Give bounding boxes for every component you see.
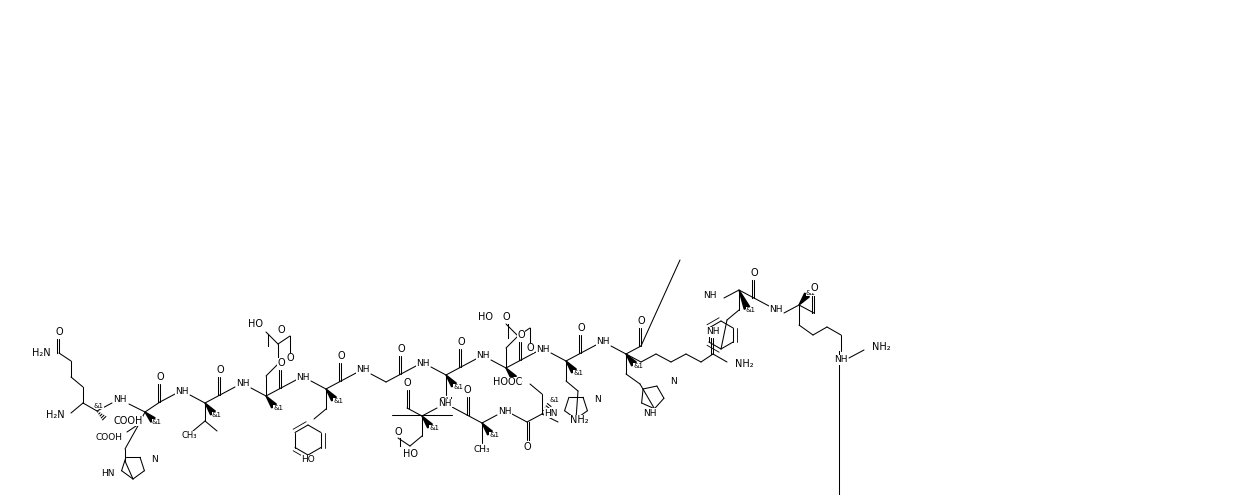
Text: &1: &1 bbox=[273, 405, 284, 411]
Text: O: O bbox=[810, 283, 818, 293]
Text: H₂N: H₂N bbox=[45, 410, 64, 420]
Text: O: O bbox=[397, 344, 404, 354]
Text: &1: &1 bbox=[212, 412, 222, 418]
Text: O: O bbox=[638, 316, 645, 326]
Polygon shape bbox=[626, 354, 636, 366]
Text: NH: NH bbox=[416, 358, 430, 367]
Text: O: O bbox=[523, 442, 530, 452]
Text: NH: NH bbox=[707, 328, 719, 337]
Text: NH: NH bbox=[498, 406, 512, 415]
Text: COOH: COOH bbox=[96, 434, 123, 443]
Text: HO: HO bbox=[248, 319, 263, 329]
Text: O: O bbox=[457, 337, 465, 347]
Text: HO: HO bbox=[478, 312, 493, 322]
Text: OH: OH bbox=[438, 397, 454, 407]
Text: &1: &1 bbox=[454, 384, 462, 390]
Text: NH: NH bbox=[476, 351, 490, 360]
Text: HOOC: HOOC bbox=[493, 377, 522, 387]
Polygon shape bbox=[446, 375, 456, 387]
Text: NH: NH bbox=[537, 345, 549, 353]
Text: O: O bbox=[55, 327, 63, 337]
Text: &1: &1 bbox=[333, 398, 343, 404]
Text: &1: &1 bbox=[806, 290, 816, 296]
Text: HN: HN bbox=[544, 408, 558, 417]
Text: COOH: COOH bbox=[113, 416, 142, 426]
Text: HO: HO bbox=[301, 455, 315, 464]
Text: O: O bbox=[527, 343, 534, 353]
Text: &1: &1 bbox=[633, 363, 643, 369]
Text: &1: &1 bbox=[513, 377, 523, 383]
Text: HO: HO bbox=[402, 449, 417, 459]
Text: N: N bbox=[151, 454, 158, 463]
Text: NH: NH bbox=[644, 408, 656, 417]
Polygon shape bbox=[205, 403, 215, 415]
Text: CH₃: CH₃ bbox=[474, 446, 490, 454]
Polygon shape bbox=[507, 368, 517, 380]
Text: CH₃: CH₃ bbox=[181, 432, 197, 441]
Text: H₂N: H₂N bbox=[33, 348, 50, 358]
Text: O: O bbox=[277, 358, 285, 368]
Text: NH: NH bbox=[296, 373, 310, 382]
Text: O: O bbox=[156, 372, 164, 382]
Text: NH: NH bbox=[834, 355, 848, 364]
Text: &1: &1 bbox=[573, 370, 583, 376]
Polygon shape bbox=[799, 293, 809, 305]
Text: NH₂: NH₂ bbox=[872, 342, 891, 352]
Text: NH: NH bbox=[357, 365, 369, 375]
Text: &1: &1 bbox=[94, 403, 105, 409]
Text: N: N bbox=[670, 377, 677, 386]
Text: O: O bbox=[338, 351, 345, 361]
Text: &1: &1 bbox=[549, 397, 559, 403]
Text: HN: HN bbox=[102, 468, 115, 478]
Text: O: O bbox=[517, 330, 525, 340]
Text: O: O bbox=[464, 385, 471, 395]
Text: NH: NH bbox=[596, 338, 610, 346]
Polygon shape bbox=[422, 416, 432, 428]
Polygon shape bbox=[145, 412, 155, 422]
Text: NH: NH bbox=[770, 304, 782, 313]
Text: O: O bbox=[750, 268, 757, 278]
Text: NH: NH bbox=[237, 380, 249, 389]
Text: &1: &1 bbox=[489, 432, 499, 438]
Text: NH₂: NH₂ bbox=[735, 359, 753, 369]
Text: O: O bbox=[394, 427, 402, 437]
Text: O: O bbox=[503, 312, 510, 322]
Polygon shape bbox=[740, 290, 750, 309]
Text: O: O bbox=[217, 365, 224, 375]
Text: NH: NH bbox=[175, 388, 189, 396]
Polygon shape bbox=[266, 396, 276, 408]
Polygon shape bbox=[566, 361, 576, 373]
Text: NH₂: NH₂ bbox=[570, 415, 588, 425]
Polygon shape bbox=[326, 389, 336, 401]
Text: &1: &1 bbox=[428, 425, 438, 431]
Text: &1: &1 bbox=[746, 307, 756, 313]
Text: O: O bbox=[278, 325, 286, 335]
Text: NH: NH bbox=[438, 399, 452, 408]
Text: O: O bbox=[403, 378, 411, 388]
Text: &1: &1 bbox=[152, 419, 163, 425]
Text: O: O bbox=[577, 323, 585, 333]
Text: NH: NH bbox=[113, 396, 127, 404]
Text: O: O bbox=[286, 353, 294, 363]
Polygon shape bbox=[483, 423, 493, 435]
Text: NH: NH bbox=[703, 291, 717, 299]
Text: N: N bbox=[593, 395, 601, 403]
